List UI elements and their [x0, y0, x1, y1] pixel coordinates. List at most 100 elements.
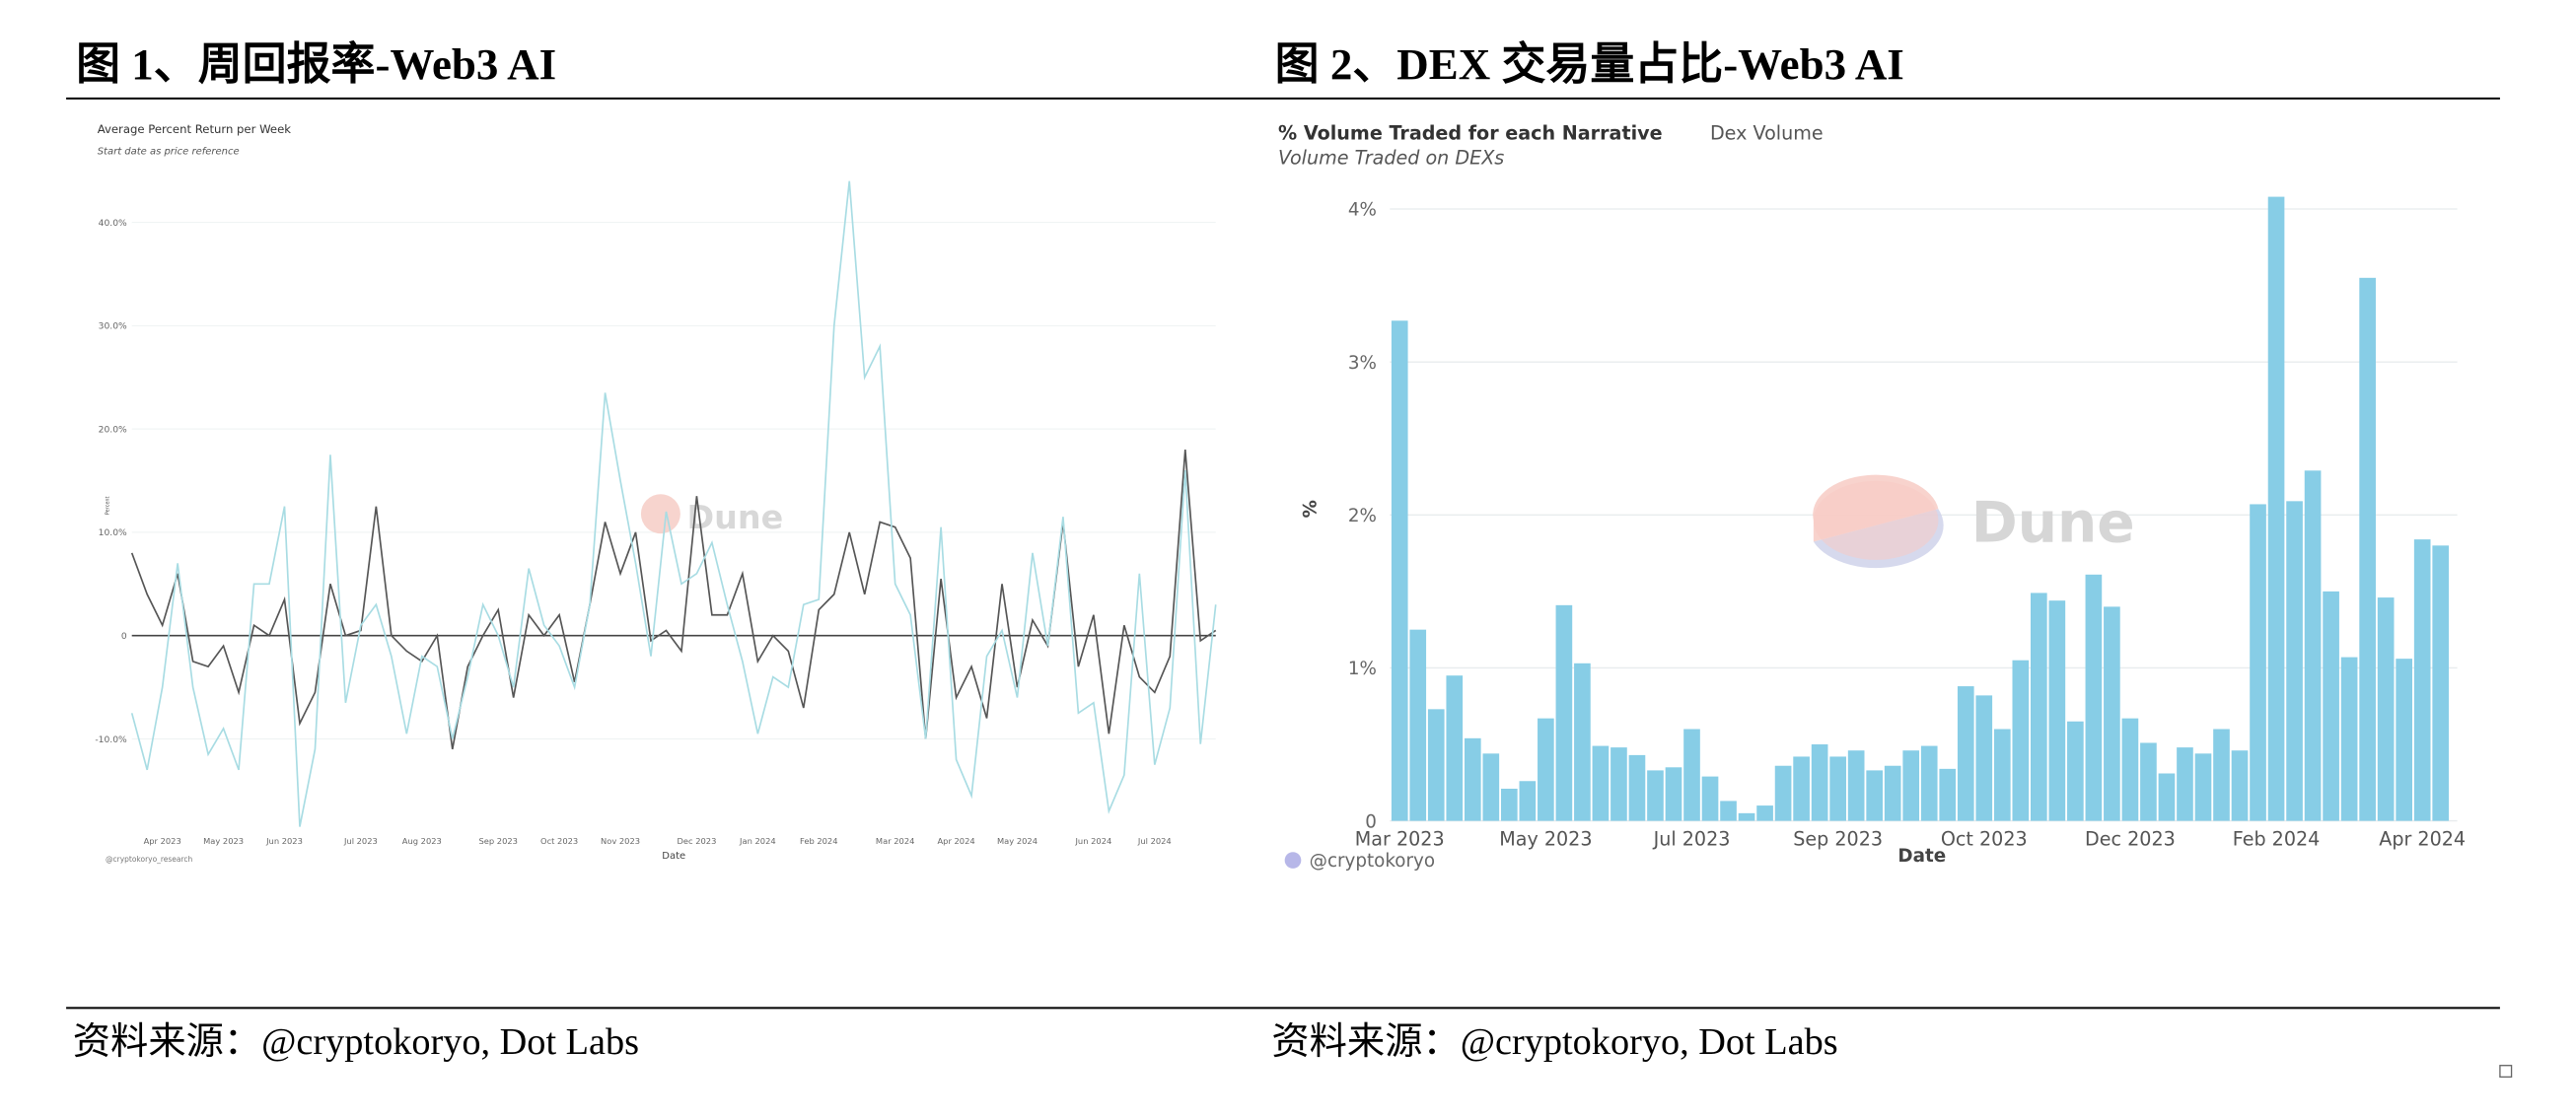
- bar: [1610, 747, 1627, 821]
- watermark: Dune: [687, 498, 784, 536]
- bar: [1628, 754, 1646, 821]
- x-tick-label: Feb 2024: [800, 836, 838, 846]
- bar: [2413, 539, 2431, 821]
- bar: [2231, 750, 2249, 821]
- bar: [1720, 801, 1737, 821]
- bar: [1774, 765, 1792, 821]
- x-tick-label: Dec 2023: [677, 836, 716, 846]
- bar: [2140, 742, 2157, 821]
- bar: [2432, 545, 2450, 821]
- bar: [1884, 765, 1901, 821]
- x-tick-label: Mar 2024: [876, 836, 914, 846]
- x-tick-label: Jul 2024: [1137, 836, 1172, 846]
- series-line: [130, 180, 1217, 827]
- bar: [1811, 744, 1828, 821]
- series-line: [130, 450, 1217, 750]
- y-tick-label: 0: [121, 632, 127, 642]
- bar: [2031, 593, 2047, 821]
- watermark-logo: [640, 494, 680, 534]
- x-tick-label: Jun 2023: [265, 836, 303, 846]
- page-marker: [2499, 1065, 2513, 1079]
- bar: [1592, 745, 1610, 821]
- bar: [2359, 277, 2376, 821]
- bar: [2304, 470, 2322, 821]
- chart-title: % Volume Traded for each Narrative: [1278, 122, 1663, 145]
- y-tick-label: 20.0%: [99, 425, 127, 435]
- bar: [1738, 812, 1755, 821]
- credit: @cryptokoryo: [1310, 851, 1435, 872]
- bar: [2177, 747, 2193, 821]
- bar: [2267, 196, 2285, 821]
- y-tick-label: 10.0%: [99, 528, 127, 538]
- figure-source: 资料来源：@cryptokoryo, Dot Labs: [73, 1021, 639, 1063]
- bar: [1957, 686, 1974, 821]
- bar: [2213, 729, 2230, 821]
- x-tick-label: May 2023: [1499, 828, 1592, 851]
- x-tick-label: Nov 2023: [601, 836, 640, 846]
- bar: [2067, 721, 2084, 821]
- bar: [1446, 675, 1464, 821]
- x-tick-label: Mar 2023: [1355, 828, 1445, 851]
- bar: [1866, 770, 1884, 821]
- bar: [1482, 753, 1500, 821]
- bar: [2012, 660, 2030, 821]
- bar: [1427, 709, 1445, 821]
- chart-subtitle: Start date as price reference: [98, 147, 240, 158]
- bar: [2286, 501, 2303, 821]
- bar: [2340, 657, 2358, 821]
- bar: [1519, 781, 1537, 821]
- bar: [1920, 745, 1938, 821]
- x-tick-label: Jan 2024: [739, 836, 776, 846]
- x-tick-label: Oct 2023: [1941, 828, 2028, 851]
- bar: [2104, 606, 2120, 821]
- x-tick-label: Jul 2023: [343, 836, 378, 846]
- bar: [1538, 718, 1554, 821]
- bar: [1647, 770, 1664, 821]
- x-tick-label: May 2023: [203, 836, 244, 846]
- y-tick-label: 40.0%: [99, 219, 127, 229]
- x-tick-label: Dec 2023: [2085, 828, 2176, 851]
- bar: [2250, 504, 2266, 821]
- y-tick-label: 2%: [1348, 506, 1377, 526]
- bar: [1701, 776, 1719, 821]
- chart-tab: Dex Volume: [1710, 122, 1824, 145]
- bar: [1939, 768, 1957, 821]
- bar: [1391, 320, 1408, 821]
- bar: [2194, 753, 2212, 821]
- y-tick-label: 30.0%: [99, 322, 127, 332]
- bar: [1464, 737, 1481, 821]
- y-tick-label: 3%: [1348, 353, 1377, 374]
- x-tick-label: Oct 2023: [540, 836, 578, 846]
- bar: [1993, 729, 2011, 821]
- x-tick-label: Apr 2024: [2379, 828, 2466, 851]
- chart-title: Average Percent Return per Week: [98, 122, 292, 136]
- bar: [2323, 591, 2339, 821]
- bar: [1409, 629, 1427, 821]
- bar: [2377, 597, 2395, 821]
- x-axis-label: Date: [1897, 846, 1946, 867]
- figure-title: 图 1、周回报率-Web3 AI: [76, 39, 556, 89]
- bar: [1756, 805, 1773, 821]
- bar: [2048, 600, 2066, 821]
- bar: [1574, 663, 1591, 821]
- watermark: Dune: [1971, 491, 2135, 556]
- credit: @cryptokoryo_research: [106, 855, 192, 864]
- bar: [1793, 756, 1810, 821]
- bar: [2121, 718, 2139, 821]
- y-tick-label: 0: [1365, 811, 1377, 832]
- bar: [1829, 756, 1846, 821]
- bar: [2085, 574, 2103, 821]
- x-tick-label: Sep 2023: [1793, 828, 1883, 851]
- x-tick-label: Apr 2024: [937, 836, 974, 846]
- figure-source: 资料来源：@cryptokoryo, Dot Labs: [1271, 1021, 1837, 1063]
- bar: [1501, 789, 1518, 821]
- bar: [1975, 695, 1993, 821]
- y-tick-label: -10.0%: [95, 735, 127, 745]
- x-tick-label: Aug 2023: [402, 836, 442, 846]
- chart-subtitle: Volume Traded on DEXs: [1278, 147, 1504, 170]
- x-tick-label: Sep 2023: [478, 836, 517, 846]
- figure-title: 图 2、DEX 交易量占比-Web3 AI: [1275, 39, 1904, 89]
- bar: [1683, 729, 1700, 821]
